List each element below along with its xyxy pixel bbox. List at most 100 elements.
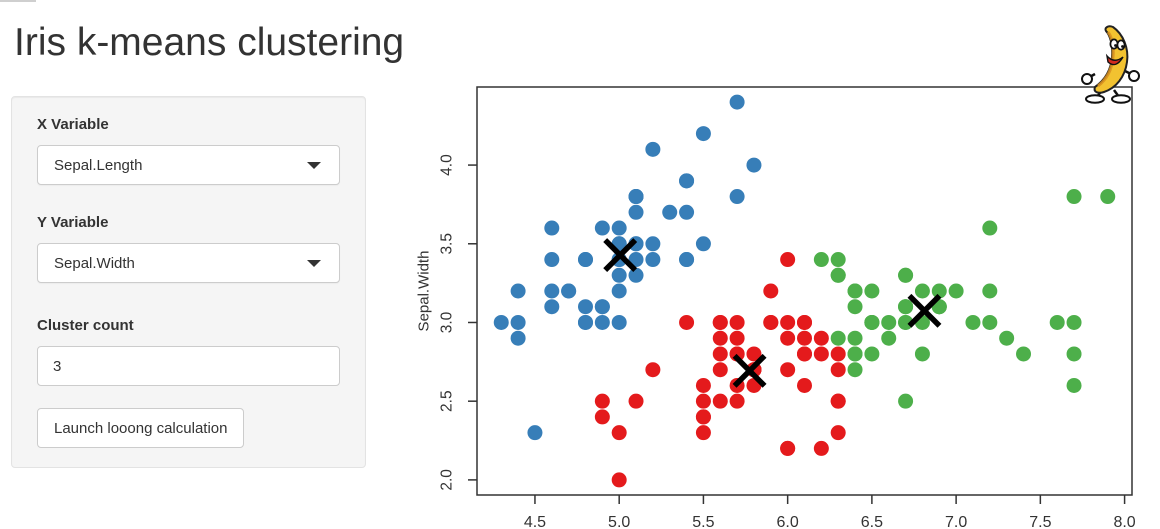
data-point-cluster-2 (797, 330, 812, 346)
data-point-cluster-2 (712, 393, 728, 409)
data-point-cluster-3 (1049, 314, 1065, 330)
data-point-cluster-1 (628, 204, 644, 220)
data-point-cluster-3 (864, 314, 880, 330)
data-point-cluster-2 (712, 346, 728, 362)
data-point-cluster-1 (493, 314, 509, 330)
x-variable-select[interactable]: Sepal.Length (37, 145, 340, 185)
data-point-cluster-1 (645, 252, 661, 268)
data-point-cluster-1 (645, 236, 661, 252)
data-point-cluster-1 (679, 173, 695, 189)
y-variable-select[interactable]: Sepal.Width (37, 243, 340, 283)
data-point-cluster-1 (544, 299, 560, 315)
data-point-cluster-3 (1066, 189, 1082, 205)
data-point-cluster-3 (830, 267, 846, 283)
data-point-cluster-1 (746, 157, 762, 173)
data-point-cluster-2 (830, 346, 846, 362)
top-edge-artifact (0, 0, 36, 2)
data-point-cluster-1 (679, 204, 695, 220)
cluster-center-marker (907, 293, 942, 328)
data-point-cluster-3 (1100, 189, 1116, 205)
data-point-cluster-1 (510, 283, 526, 299)
data-point-cluster-1 (594, 299, 610, 315)
data-point-cluster-2 (780, 362, 796, 378)
data-point-cluster-3 (1016, 346, 1032, 362)
y-axis-title: Sepal.Width (416, 251, 433, 332)
data-point-cluster-2 (830, 393, 846, 409)
data-point-cluster-2 (695, 425, 711, 441)
data-point-cluster-1 (561, 283, 577, 299)
cluster-center-marker (732, 353, 767, 388)
data-point-cluster-3 (999, 330, 1015, 346)
data-point-cluster-1 (611, 283, 627, 299)
data-point-cluster-3 (847, 299, 863, 315)
data-point-cluster-3 (1066, 377, 1082, 393)
x-tick-label: 5.5 (692, 514, 714, 529)
x-tick-label: 7.5 (1029, 514, 1051, 529)
plot-border (476, 86, 1133, 496)
data-point-cluster-2 (763, 283, 779, 299)
data-point-cluster-2 (695, 409, 711, 425)
data-point-cluster-3 (898, 299, 914, 315)
data-point-cluster-2 (763, 314, 779, 330)
data-point-cluster-2 (628, 393, 644, 409)
data-point-cluster-3 (847, 346, 863, 362)
data-point-cluster-2 (780, 314, 796, 330)
data-point-cluster-1 (577, 299, 593, 315)
x-tick-label: 5.0 (608, 514, 630, 529)
data-point-cluster-2 (594, 409, 610, 425)
data-point-cluster-2 (611, 425, 627, 441)
data-point-cluster-2 (746, 346, 762, 362)
data-point-cluster-1 (594, 314, 610, 330)
data-point-cluster-1 (628, 252, 644, 268)
data-point-cluster-2 (813, 346, 829, 362)
y-tick-label: 3.0 (439, 311, 456, 333)
data-point-cluster-1 (527, 425, 543, 441)
data-point-cluster-2 (780, 252, 796, 268)
launch-calculation-button[interactable]: Launch looong calculation (37, 408, 245, 448)
x-tick-label: 4.5 (524, 514, 546, 529)
cluster-count-label: Cluster count (37, 317, 134, 334)
data-point-cluster-1 (729, 94, 745, 110)
data-point-cluster-3 (1066, 314, 1082, 330)
y-variable-value: Sepal.Width (54, 254, 135, 272)
data-point-cluster-3 (830, 330, 846, 346)
data-point-cluster-2 (645, 362, 661, 378)
data-point-cluster-2 (813, 440, 829, 456)
data-point-cluster-1 (510, 330, 526, 346)
x-tick-label: 6.5 (861, 514, 883, 529)
data-point-cluster-3 (864, 283, 880, 299)
data-point-cluster-3 (898, 393, 914, 409)
data-point-cluster-3 (847, 362, 863, 378)
data-point-cluster-2 (695, 393, 711, 409)
data-point-cluster-1 (611, 220, 627, 236)
data-point-cluster-1 (544, 283, 560, 299)
data-point-cluster-3 (948, 283, 964, 299)
data-point-cluster-1 (628, 267, 644, 283)
cluster-center-marker (603, 238, 638, 273)
data-point-cluster-1 (695, 236, 711, 252)
x-variable-label: X Variable (37, 116, 109, 133)
data-point-cluster-3 (898, 267, 914, 283)
spacer (37, 283, 340, 317)
data-point-cluster-3 (931, 283, 947, 299)
data-point-cluster-3 (881, 314, 897, 330)
y-tick-label: 2.0 (439, 469, 456, 491)
chevron-down-icon (307, 161, 321, 169)
data-point-cluster-3 (965, 314, 981, 330)
data-point-cluster-2 (712, 362, 728, 378)
x-tick-label: 8.0 (1113, 514, 1135, 529)
y-tick-label: 2.5 (439, 390, 456, 412)
data-point-cluster-1 (611, 314, 627, 330)
data-point-cluster-2 (712, 314, 728, 330)
chevron-down-icon (307, 259, 321, 267)
x-tick-label: 6.0 (777, 514, 799, 529)
data-point-cluster-3 (914, 283, 930, 299)
data-point-cluster-3 (982, 220, 998, 236)
dancing-banana-icon (1081, 25, 1140, 104)
data-point-cluster-3 (1066, 346, 1082, 362)
data-point-cluster-1 (645, 141, 661, 157)
cluster-count-input[interactable] (37, 346, 340, 386)
data-point-cluster-2 (797, 346, 812, 362)
data-point-cluster-1 (695, 126, 711, 142)
